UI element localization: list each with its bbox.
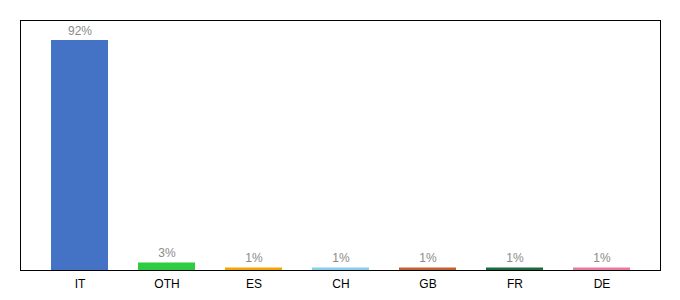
svg-text:1%: 1%	[332, 251, 350, 265]
svg-text:ES: ES	[246, 277, 262, 291]
svg-text:GB: GB	[419, 277, 436, 291]
svg-text:FR: FR	[507, 277, 523, 291]
svg-text:1%: 1%	[245, 251, 263, 265]
svg-text:92%: 92%	[68, 24, 92, 38]
svg-text:1%: 1%	[593, 251, 611, 265]
svg-text:1%: 1%	[419, 251, 437, 265]
svg-text:CH: CH	[332, 277, 349, 291]
svg-text:OTH: OTH	[154, 277, 179, 291]
svg-text:DE: DE	[594, 277, 611, 291]
svg-text:IT: IT	[75, 277, 86, 291]
svg-text:1%: 1%	[506, 251, 524, 265]
svg-text:3%: 3%	[158, 246, 176, 260]
